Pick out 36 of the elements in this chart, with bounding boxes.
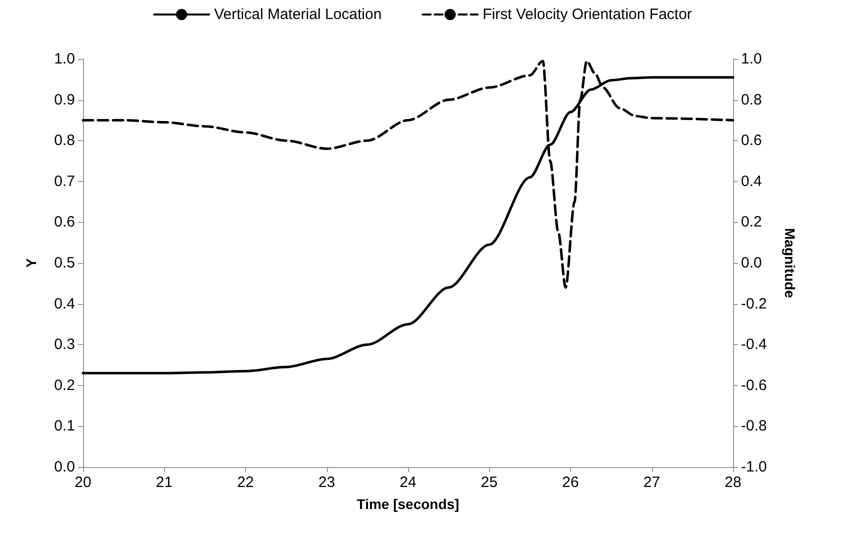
x-tick-label: 21 xyxy=(156,474,173,491)
y2-tick-label: -0.4 xyxy=(741,336,767,354)
x-tick-label: 26 xyxy=(562,474,579,491)
y2-tick-label: -0.8 xyxy=(741,418,767,435)
y2-tick-label: 1.0 xyxy=(741,50,762,68)
y-tick-label: 0.4 xyxy=(54,295,75,312)
y2-tick-label: 0.6 xyxy=(741,132,762,150)
x-tick-label: 25 xyxy=(480,474,498,491)
x-tick-label: 23 xyxy=(318,474,336,491)
y-tick-label: 1.0 xyxy=(54,50,75,68)
legend-label: First Velocity Orientation Factor xyxy=(482,6,692,23)
y-tick-label: 0.0 xyxy=(54,458,75,476)
y-tick-label: 0.1 xyxy=(54,418,75,435)
y-tick-label: 0.3 xyxy=(54,336,75,354)
y2-tick-label: -0.6 xyxy=(741,376,767,394)
x-tick-label: 28 xyxy=(724,474,742,491)
y2-tick-label: 0.2 xyxy=(741,214,762,231)
legend-label: Vertical Material Location xyxy=(214,6,382,23)
y2-axis-title: Magnitude xyxy=(782,228,798,298)
y-tick-label: 0.2 xyxy=(54,376,75,394)
y-tick-label: 0.8 xyxy=(54,132,75,150)
x-tick-label: 24 xyxy=(400,474,416,491)
y-tick-label: 0.6 xyxy=(54,214,75,231)
x-tick-label: 27 xyxy=(643,474,660,491)
x-axis-title: Time [seconds] xyxy=(356,496,460,512)
y-axis-title: Y xyxy=(23,258,39,268)
x-tick-label: 22 xyxy=(237,474,254,491)
y2-tick-label: 0.4 xyxy=(741,172,762,190)
x-tick-label: 20 xyxy=(74,474,92,491)
y2-tick-label: 0.8 xyxy=(741,91,762,108)
y-tick-label: 0.7 xyxy=(54,172,75,190)
y2-tick-label: -1.0 xyxy=(741,458,767,476)
y-tick-label: 0.9 xyxy=(54,91,75,108)
y2-tick-label: 0.0 xyxy=(741,254,762,272)
y-tick-label: 0.5 xyxy=(54,254,75,272)
y2-tick-label: -0.2 xyxy=(741,295,767,312)
